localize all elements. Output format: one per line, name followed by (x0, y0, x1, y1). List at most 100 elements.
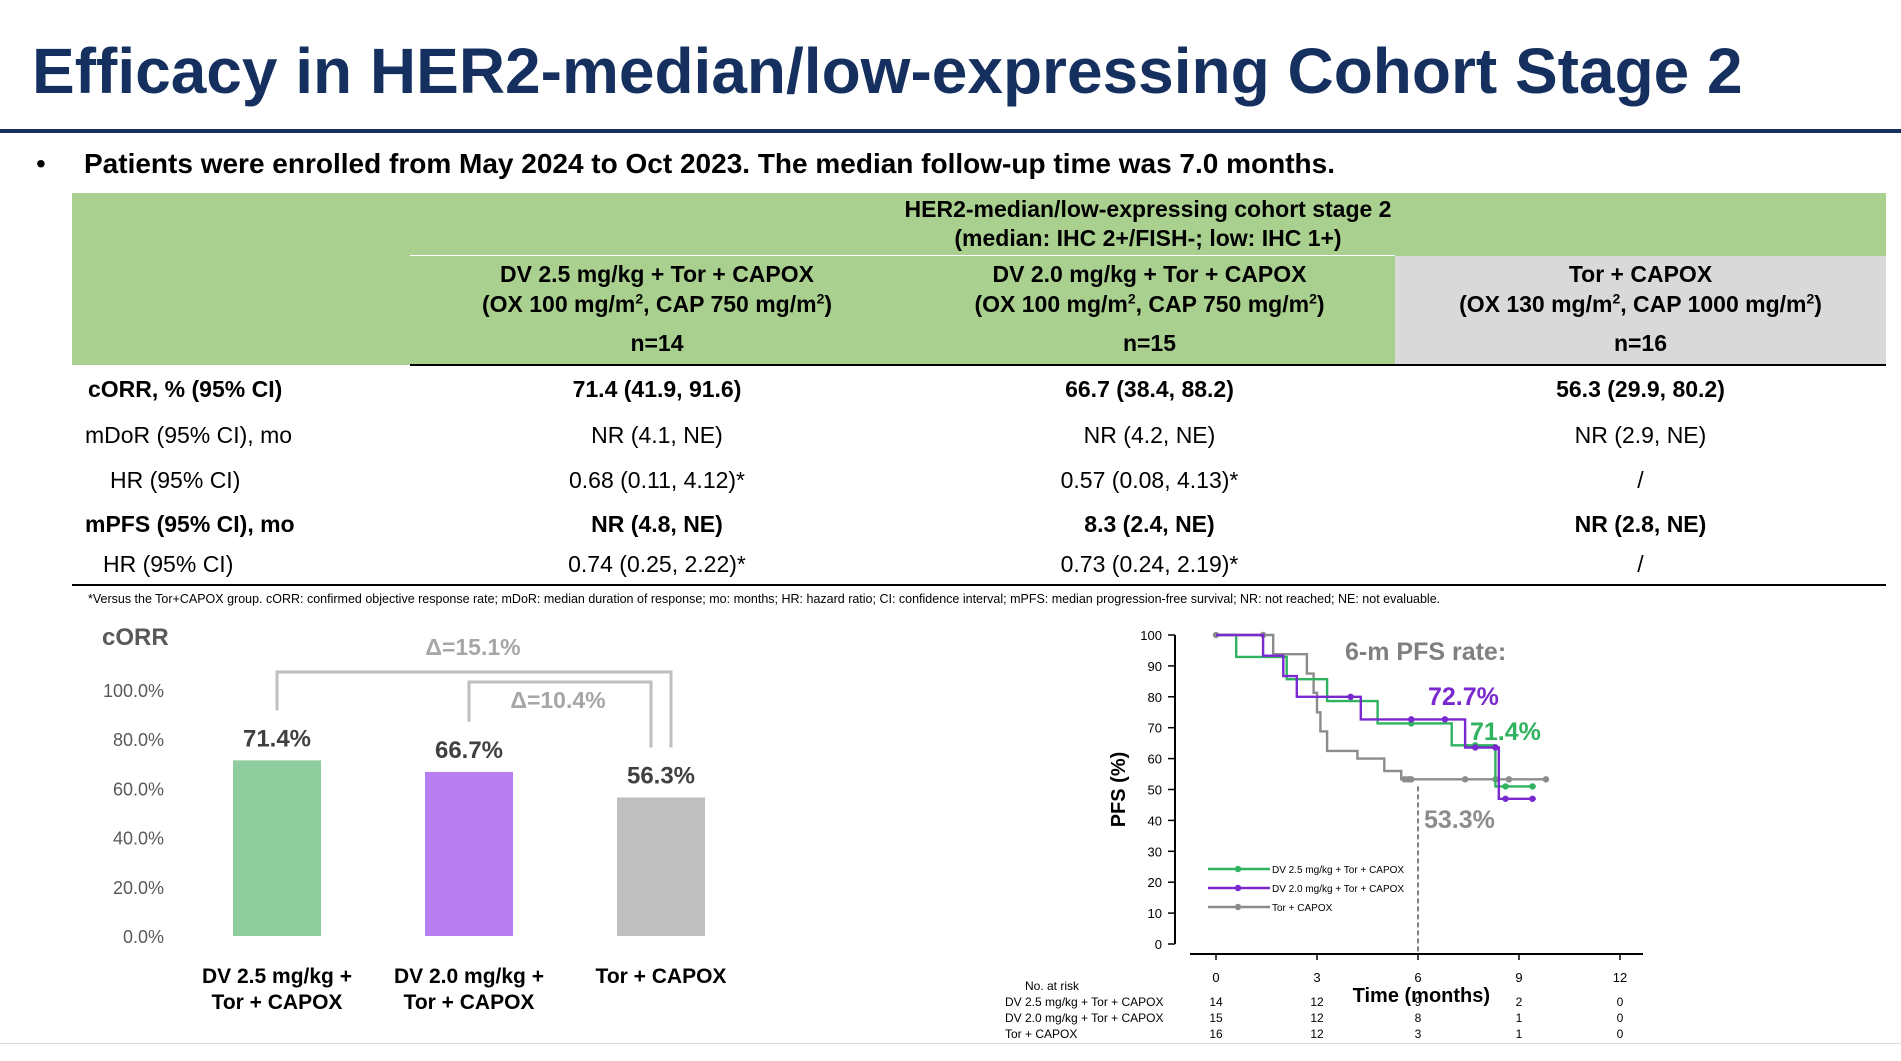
y-tick-label: 50 (1148, 783, 1162, 798)
censor-mark (1505, 776, 1513, 783)
at-risk-value: 12 (1310, 1011, 1324, 1025)
bullet-content: Patients were enrolled from May 2024 to … (84, 148, 1336, 179)
censor-mark (1529, 795, 1536, 802)
at-risk-row-label: DV 2.5 mg/kg + Tor + CAPOX (1005, 995, 1164, 1009)
at-risk-value: 15 (1209, 1011, 1223, 1025)
arm-header-2: DV 2.0 mg/kg + Tor + CAPOX (OX 100 mg/m2… (904, 255, 1395, 322)
legend-marker (1234, 903, 1242, 911)
y-tick-label: 80 (1148, 690, 1162, 705)
x-tick-label: 3 (1313, 970, 1320, 985)
bar-value-label: 66.7% (435, 737, 503, 764)
bar (425, 771, 513, 936)
arm-name: DV 2.0 mg/kg + Tor + CAPOX (992, 261, 1307, 287)
table-cell: 0.68 (0.11, 4.12)* (568, 466, 746, 493)
x-axis-label: Time (months) (1353, 985, 1490, 1007)
at-risk-value: 1 (1516, 1027, 1523, 1041)
x-category-label: DV 2.0 mg/kg + (394, 965, 544, 988)
at-risk-value: 2 (1516, 995, 1523, 1009)
legend-marker (1234, 865, 1242, 873)
y-tick-label: 90 (1148, 659, 1162, 674)
arm-n-3: n=16 (1395, 322, 1886, 366)
x-category-label: Tor + CAPOX (212, 991, 343, 1014)
row-label: mPFS (95% CI), mo (85, 510, 295, 537)
delta-label-1: Δ=15.1% (425, 634, 520, 660)
page-title: Efficacy in HER2-median/low-expressing C… (32, 35, 1743, 107)
censor-mark (1408, 716, 1415, 723)
table-row: mDoR (95% CI), mo NR (4.1, NE) NR (4.2, … (72, 413, 1886, 457)
slide-bottom-rule (0, 1043, 1901, 1044)
bar (617, 797, 705, 936)
y-tick-label: 70 (1148, 721, 1162, 736)
y-tick-label: 100 (1140, 628, 1162, 643)
censor-mark (1408, 776, 1415, 783)
arm-header-1: DV 2.5 mg/kg + Tor + CAPOX (OX 100 mg/m2… (410, 255, 904, 322)
table-corner-cell (72, 193, 410, 365)
y-tick-label: 80.0% (113, 730, 164, 750)
arm-header-3: Tor + CAPOX (OX 130 mg/m2, CAP 1000 mg/m… (1395, 255, 1886, 322)
table-cell: 0.73 (0.24, 2.19)* (904, 545, 1395, 586)
arm-name: DV 2.5 mg/kg + Tor + CAPOX (500, 261, 814, 287)
at-risk-header: No. at risk (1025, 979, 1080, 993)
y-tick-label: 20.0% (113, 878, 164, 898)
table-row: HR (95% CI) 0.74 (0.25, 2.22)* 0.73 (0.2… (72, 545, 1886, 586)
table-cell: / (1637, 466, 1644, 493)
table-cell: / (1395, 545, 1886, 586)
table-cell: NR (2.9, NE) (1574, 421, 1707, 448)
table-cell: 0.74 (0.25, 2.22)* (410, 545, 904, 586)
arm-name: Tor + CAPOX (1568, 260, 1713, 287)
row-label: HR (95% CI) (72, 545, 410, 586)
x-tick-label: 9 (1515, 970, 1522, 985)
row-label: mDoR (95% CI), mo (85, 421, 293, 448)
rate-label-tor: 53.3% (1424, 806, 1495, 834)
x-tick-label: 0 (1212, 970, 1219, 985)
censor-mark (1502, 795, 1509, 802)
at-risk-value: 12 (1310, 995, 1324, 1009)
km-curve (1216, 633, 1546, 781)
censor-mark (1502, 783, 1509, 790)
table-cell: NR (2.8, NE) (1574, 510, 1707, 537)
censor-mark (1542, 776, 1550, 783)
table-cell: 56.3 (29.9, 80.2) (1556, 376, 1725, 402)
arm-dose: (OX 100 mg/m2, CAP 750 mg/m2) (974, 290, 1325, 317)
at-risk-value: 3 (1415, 1027, 1422, 1041)
at-risk-value: 0 (1617, 1027, 1624, 1041)
x-category-label: Tor + CAPOX (404, 991, 535, 1014)
y-axis-label: PFS (%) (1108, 752, 1130, 828)
at-risk-value: 8 (1415, 1011, 1422, 1025)
at-risk-value: 0 (1617, 995, 1624, 1009)
bar-value-label: 71.4% (243, 725, 311, 752)
x-tick-label: 12 (1613, 970, 1627, 985)
y-tick-label: 0.0% (123, 927, 164, 947)
legend-marker (1234, 884, 1242, 892)
table-row: HR (95% CI) 0.68 (0.11, 4.12)* 0.57 (0.0… (72, 457, 1886, 503)
y-tick-label: 30 (1148, 844, 1162, 859)
at-risk-row-label: Tor + CAPOX (1005, 1027, 1077, 1041)
censor-mark (1461, 776, 1469, 783)
at-risk-value: 1 (1516, 1011, 1523, 1025)
arm-dose: (OX 130 mg/m2, CAP 1000 mg/m2) (1459, 290, 1822, 317)
table-cell: 0.57 (0.08, 4.13)* (1060, 466, 1239, 493)
arm-n-1: n=14 (410, 322, 904, 366)
legend-label: Tor + CAPOX (1272, 903, 1333, 914)
table-row: cORR, % (95% CI) 71.4 (41.9, 91.6) 66.7 … (72, 365, 1886, 413)
arm-n-2: n=15 (904, 322, 1395, 366)
at-risk-value: 16 (1209, 1027, 1223, 1041)
row-label: cORR, % (95% CI) (88, 375, 283, 402)
at-risk-value: 14 (1209, 995, 1223, 1009)
y-tick-label: 20 (1148, 875, 1162, 890)
title-divider (0, 129, 1901, 133)
pfs-rate-title: 6-m PFS rate: (1345, 638, 1506, 666)
censor-mark (1347, 693, 1354, 700)
bar-value-label: 56.3% (627, 763, 695, 790)
censor-mark (1492, 744, 1499, 751)
at-risk-value: 12 (1310, 1027, 1324, 1041)
at-risk-row-label: DV 2.0 mg/kg + Tor + CAPOX (1005, 1011, 1164, 1025)
cohort-header-line1: HER2-median/low-expressing cohort stage … (904, 196, 1392, 222)
table-cell: NR (4.2, NE) (1083, 421, 1216, 448)
legend-label: DV 2.0 mg/kg + Tor + CAPOX (1272, 884, 1404, 895)
y-tick-label: 40.0% (113, 829, 164, 849)
km-curve (1216, 633, 1536, 788)
table-cell: 66.7 (38.4, 88.2) (1065, 376, 1234, 402)
bullet-text: • Patients were enrolled from May 2024 to… (36, 148, 1335, 180)
